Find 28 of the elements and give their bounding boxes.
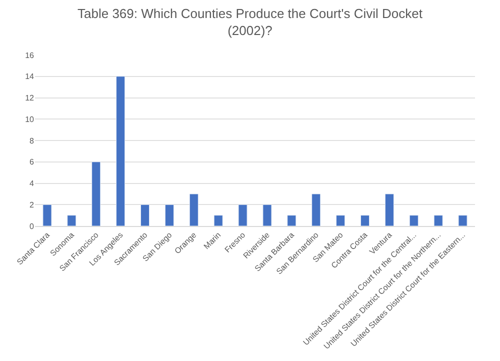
y-tick-label: 10 (25, 114, 35, 124)
bar (189, 194, 198, 226)
chart-title: Table 369: Which Counties Produce the Court's Civil Docket (2002)? (78, 6, 423, 38)
bar (238, 204, 248, 226)
bar (164, 204, 174, 226)
y-tick-label: 16 (25, 50, 35, 60)
bar (214, 215, 223, 226)
bar (336, 215, 346, 226)
bar (67, 215, 76, 226)
bar (312, 194, 321, 226)
y-tick-label: 8 (30, 136, 35, 146)
y-tick-label: 4 (30, 179, 35, 188)
y-tick-label: 14 (25, 72, 35, 82)
bar (287, 215, 296, 226)
bar (409, 215, 418, 226)
bar (42, 204, 52, 226)
bar (384, 194, 394, 226)
y-tick-label: 0 (30, 222, 35, 231)
y-tick-label: 2 (30, 200, 35, 210)
bar (140, 204, 150, 226)
bar (360, 215, 370, 226)
bar (434, 215, 443, 226)
y-tick-label: 12 (25, 94, 35, 103)
y-tick-label: 6 (30, 158, 35, 167)
bar (262, 204, 272, 226)
bar (116, 76, 126, 226)
bar (92, 162, 101, 226)
bar (458, 215, 468, 226)
